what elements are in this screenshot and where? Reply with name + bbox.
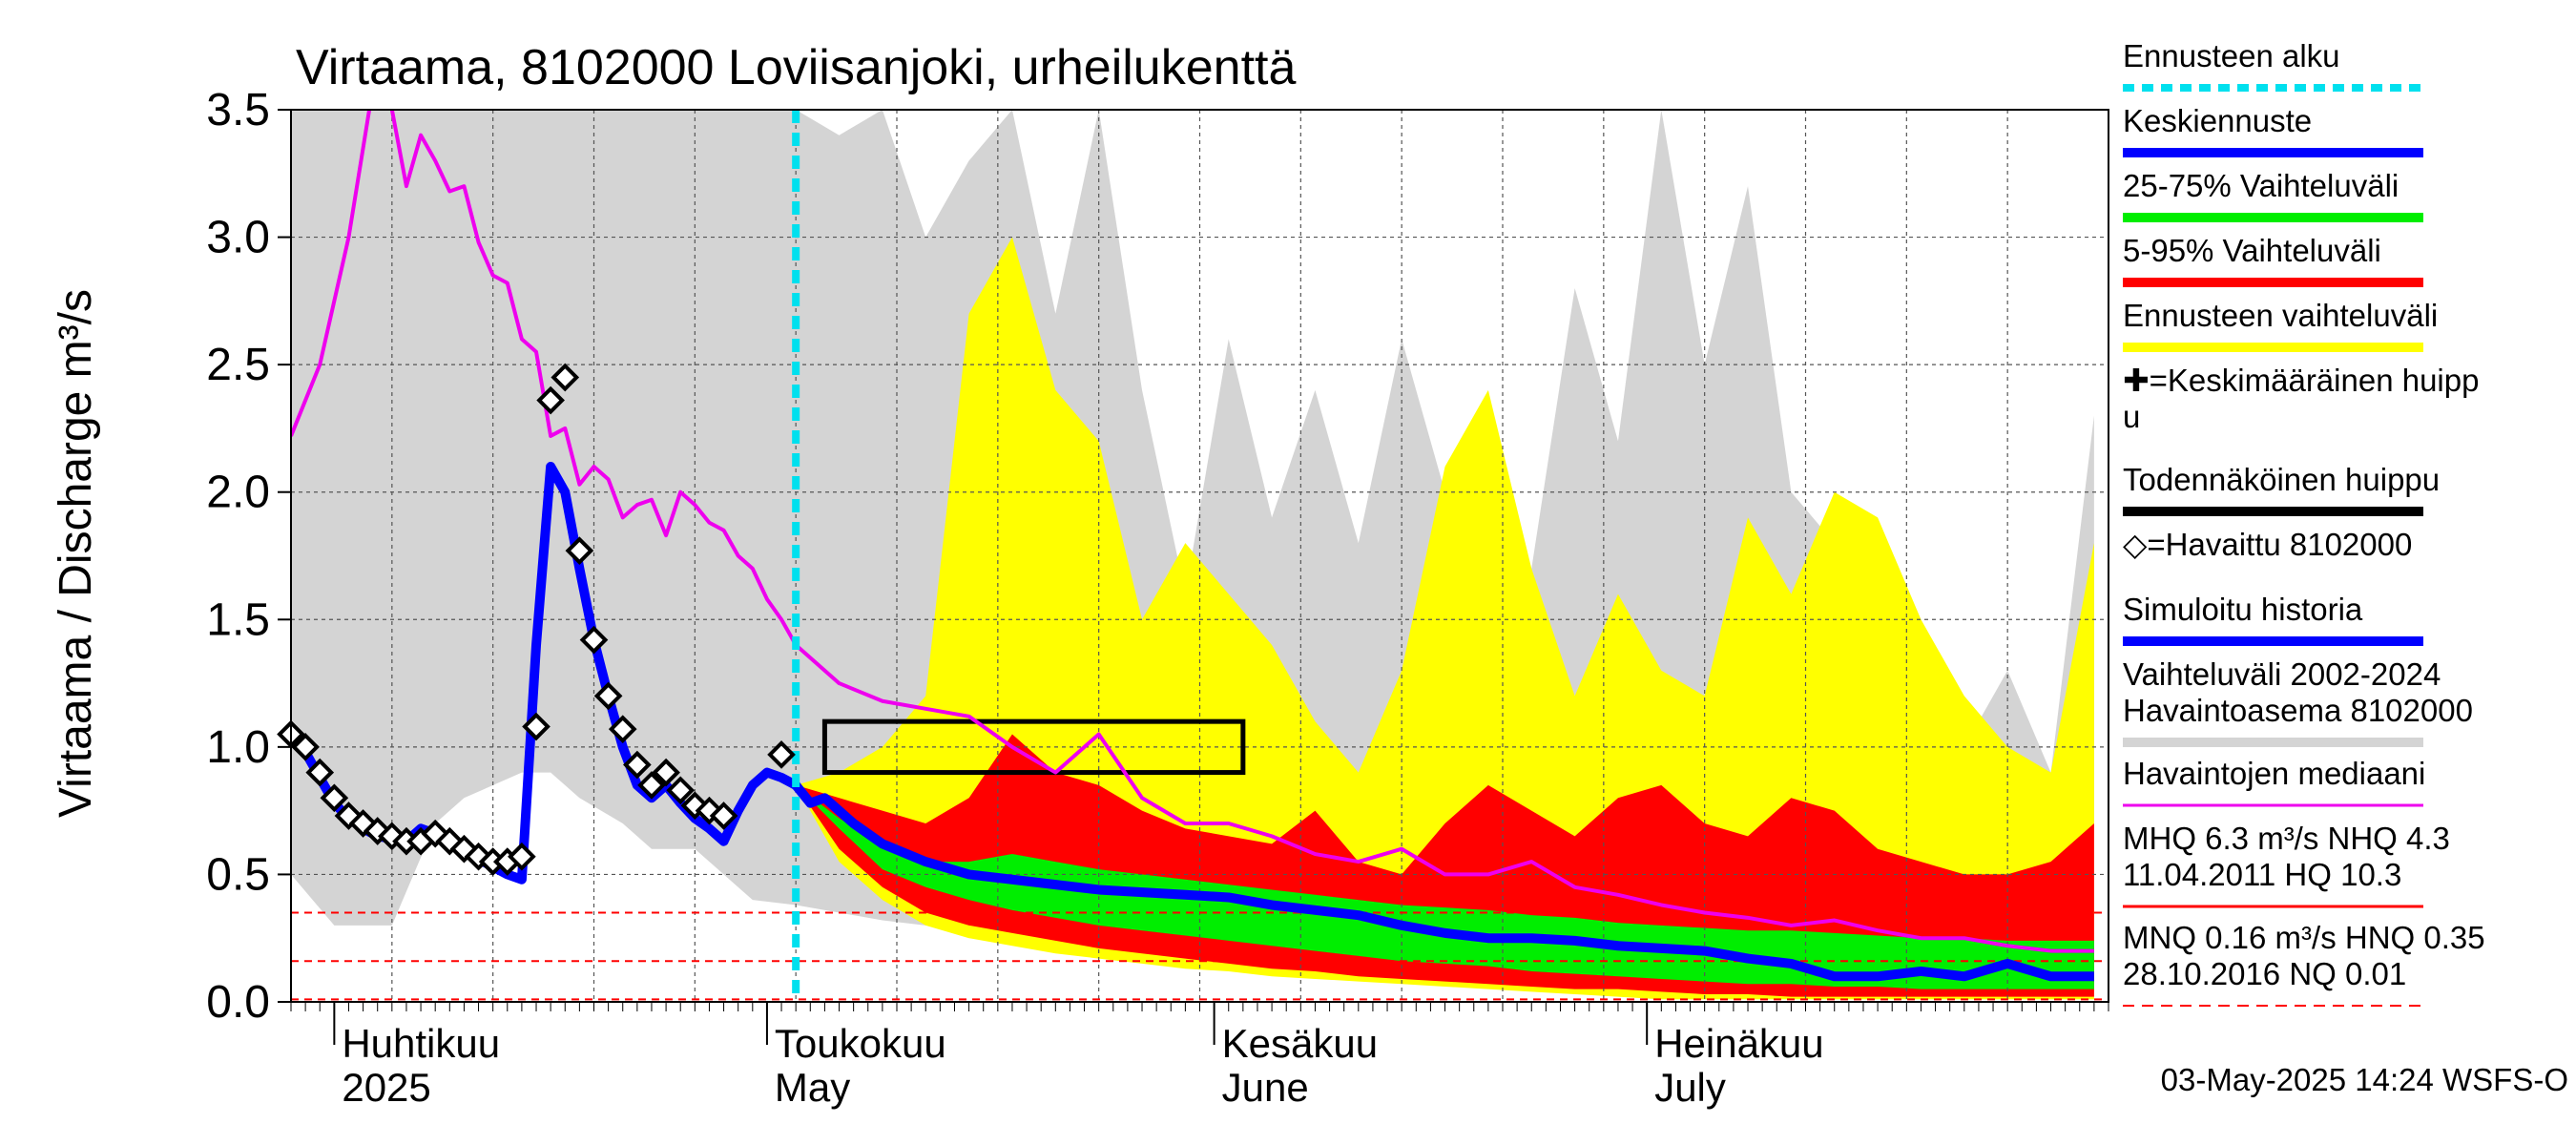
y-tick-label: 1.0 — [206, 722, 270, 773]
y-tick-label: 3.5 — [206, 85, 270, 135]
legend-label-2: u — [2123, 399, 2140, 434]
y-axis-label: Virtaama / Discharge m³/s — [51, 289, 101, 818]
probable-peak-box — [821, 718, 1246, 776]
y-tick-label: 2.0 — [206, 468, 270, 518]
legend-label-ennusteen-vaihteluv-li: Ennusteen vaihteluväli — [2123, 298, 2438, 333]
legend-label-ennusteen-alku: Ennusteen alku — [2123, 38, 2340, 73]
legend-label-25-75-vaihteluv-li: 25-75% Vaihteluväli — [2123, 168, 2399, 203]
observed-point — [652, 758, 680, 787]
x-month-label-en: 2025 — [342, 1065, 430, 1110]
y-tick-label: 3.0 — [206, 213, 270, 263]
observed-point — [551, 363, 580, 392]
observed-point — [637, 771, 666, 800]
line-keskiennuste — [792, 781, 2094, 982]
observed-point — [508, 842, 536, 871]
y-tick-label: 0.5 — [206, 849, 270, 900]
legend-label-vaihteluv-li-2002-2024: Vaihteluväli 2002-2024 — [2123, 656, 2441, 692]
observed-point — [623, 750, 652, 780]
observed-point — [320, 783, 349, 813]
x-month-label-fi: Toukokuu — [775, 1021, 946, 1066]
observed-point — [536, 385, 565, 415]
line-havaintojen-mediaani — [291, 110, 2094, 953]
legend-label-todenn-k-inen-huippu: Todennäköinen huippu — [2123, 462, 2440, 497]
observed-point — [565, 536, 594, 565]
y-tick-label: 1.5 — [206, 594, 270, 645]
range-bands — [291, 110, 2094, 1000]
legend-label-havaintojen-mediaani: Havaintojen mediaani — [2123, 756, 2425, 791]
observed-point — [666, 776, 696, 805]
observed-point — [291, 733, 320, 761]
legend-label-2: 11.04.2011 HQ 10.3 — [2123, 857, 2401, 892]
legend-label-mhq-6-3-m-s-nhq-4-3: MHQ 6.3 m³/s NHQ 4.3 — [2123, 821, 2450, 856]
legend-label-2: 28.10.2016 NQ 0.01 — [2123, 956, 2406, 991]
observed-point — [767, 740, 796, 769]
y-tick-label: 0.0 — [206, 977, 270, 1028]
y-tick-label: 2.5 — [206, 340, 270, 390]
x-month-label-fi: Heinäkuu — [1654, 1021, 1823, 1066]
footer-timestamp: 03-May-2025 14:24 WSFS-O — [2161, 1062, 2568, 1097]
legend-label-simuloitu-historia: Simuloitu historia — [2123, 592, 2363, 627]
legend: Ennusteen alku Keskiennuste 25-75% Vaihtel… — [2123, 38, 2485, 1007]
legend-label-mnq-0-16-m-s-hnq-0-35: MNQ 0.16 m³/s HNQ 0.35 — [2123, 920, 2485, 955]
legend-label-2: Havaintoasema 8102000 — [2123, 693, 2473, 728]
observed-point — [579, 625, 609, 655]
observed-point — [522, 712, 551, 741]
x-month-label-fi: Huhtikuu — [342, 1021, 500, 1066]
legend-label-havaittu-8102000: ◇=Havaittu 8102000 — [2123, 527, 2412, 562]
legend-label-keskiennuste: Keskiennuste — [2123, 103, 2312, 138]
chart-title: Virtaama, 8102000 Loviisanjoki, urheiluk… — [296, 40, 1296, 95]
observed-point — [608, 715, 637, 743]
x-month-label-en: May — [775, 1065, 850, 1110]
x-month-label-en: July — [1654, 1065, 1726, 1110]
legend-label-keskim-r-inen-huipp: ✚=Keskimääräinen huipp — [2123, 363, 2479, 398]
x-month-label-en: June — [1222, 1065, 1309, 1110]
observed-point — [305, 758, 335, 787]
legend-label-5-95-vaihteluv-li: 5-95% Vaihteluväli — [2123, 233, 2381, 268]
observed-point — [593, 681, 623, 711]
observed-point — [709, 802, 738, 830]
band-25-75-vaihteluv-li — [796, 784, 2094, 989]
x-month-label-fi: Kesäkuu — [1222, 1021, 1378, 1066]
